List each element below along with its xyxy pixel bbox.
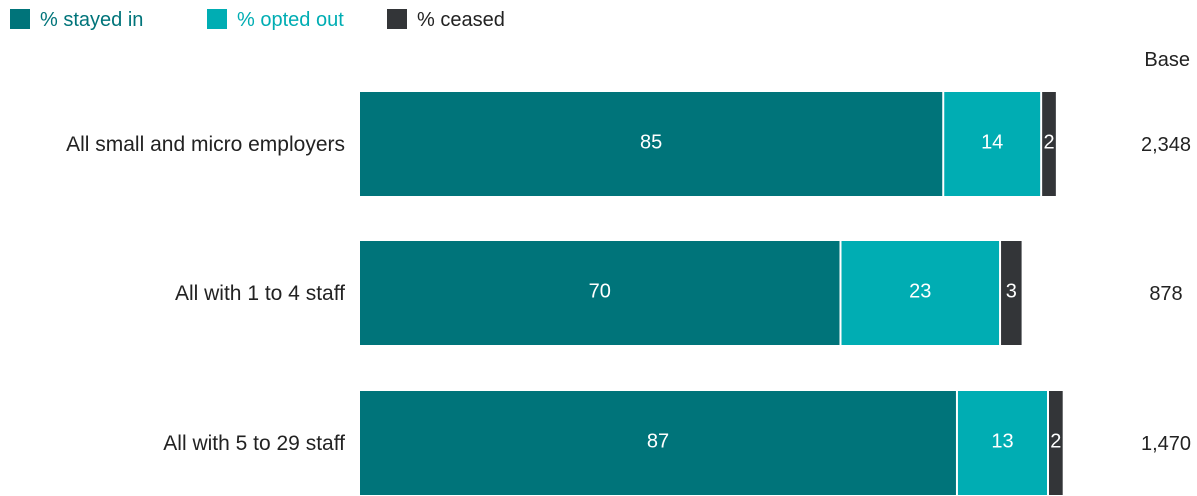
- category-label-all-with-5-to-29-staff: All with 5 to 29 staff: [163, 432, 345, 455]
- base-value-all-with-1-to-4-staff: 878: [1149, 283, 1182, 305]
- bar-ceased-all-with-1-to-4-staff: [1001, 241, 1022, 345]
- data-label-opted-out-all-small-and-micro-employers: 14: [981, 131, 1003, 153]
- data-label-stayed-in-all-small-and-micro-employers: 85: [640, 131, 662, 153]
- legend-swatch-opted-out: [207, 9, 227, 29]
- data-label-stayed-in-all-with-5-to-29-staff: 87: [647, 430, 669, 452]
- legend-swatch-stayed-in: [10, 9, 30, 29]
- base-value-all-small-and-micro-employers: 2,348: [1141, 134, 1191, 156]
- category-labels: All small and micro employers All with 1 …: [66, 133, 345, 455]
- bar-ceased-all-with-5-to-29-staff: [1049, 391, 1063, 495]
- legend-label-opted-out: % opted out: [237, 9, 344, 31]
- legend-label-stayed-in: % stayed in: [40, 9, 143, 31]
- bar-stayed-in-all-with-5-to-29-staff: [360, 391, 956, 495]
- legend: % stayed in % opted out % ceased: [10, 9, 505, 31]
- legend-label-ceased: % ceased: [417, 9, 505, 31]
- bar-opted-out-all-small-and-micro-employers: [944, 92, 1041, 196]
- bar-ceased-all-small-and-micro-employers: [1042, 92, 1056, 196]
- data-label-stayed-in-all-with-1-to-4-staff: 70: [589, 280, 611, 302]
- bar-stayed-in-all-small-and-micro-employers: [360, 92, 943, 196]
- data-label-ceased-all-with-5-to-29-staff: 2: [1050, 430, 1061, 452]
- legend-swatch-ceased: [387, 9, 407, 29]
- base-column-title: Base: [1144, 49, 1190, 71]
- data-label-opted-out-all-with-5-to-29-staff: 13: [991, 430, 1013, 452]
- category-label-all-with-1-to-4-staff: All with 1 to 4 staff: [175, 282, 345, 305]
- data-label-opted-out-all-with-1-to-4-staff: 23: [909, 280, 931, 302]
- bars: 85 14 2 70 23 3 87 13 2: [360, 92, 1063, 495]
- bar-opted-out-all-with-1-to-4-staff: [841, 241, 1000, 345]
- bar-opted-out-all-with-5-to-29-staff: [957, 391, 1047, 495]
- data-label-ceased-all-small-and-micro-employers: 2: [1043, 131, 1054, 153]
- base-values: 2,348 878 1,470: [1141, 134, 1191, 455]
- data-label-ceased-all-with-1-to-4-staff: 3: [1006, 280, 1017, 302]
- base-value-all-with-5-to-29-staff: 1,470: [1141, 433, 1191, 455]
- bar-stayed-in-all-with-1-to-4-staff: [360, 241, 840, 345]
- category-label-all-small-and-micro-employers: All small and micro employers: [66, 133, 345, 156]
